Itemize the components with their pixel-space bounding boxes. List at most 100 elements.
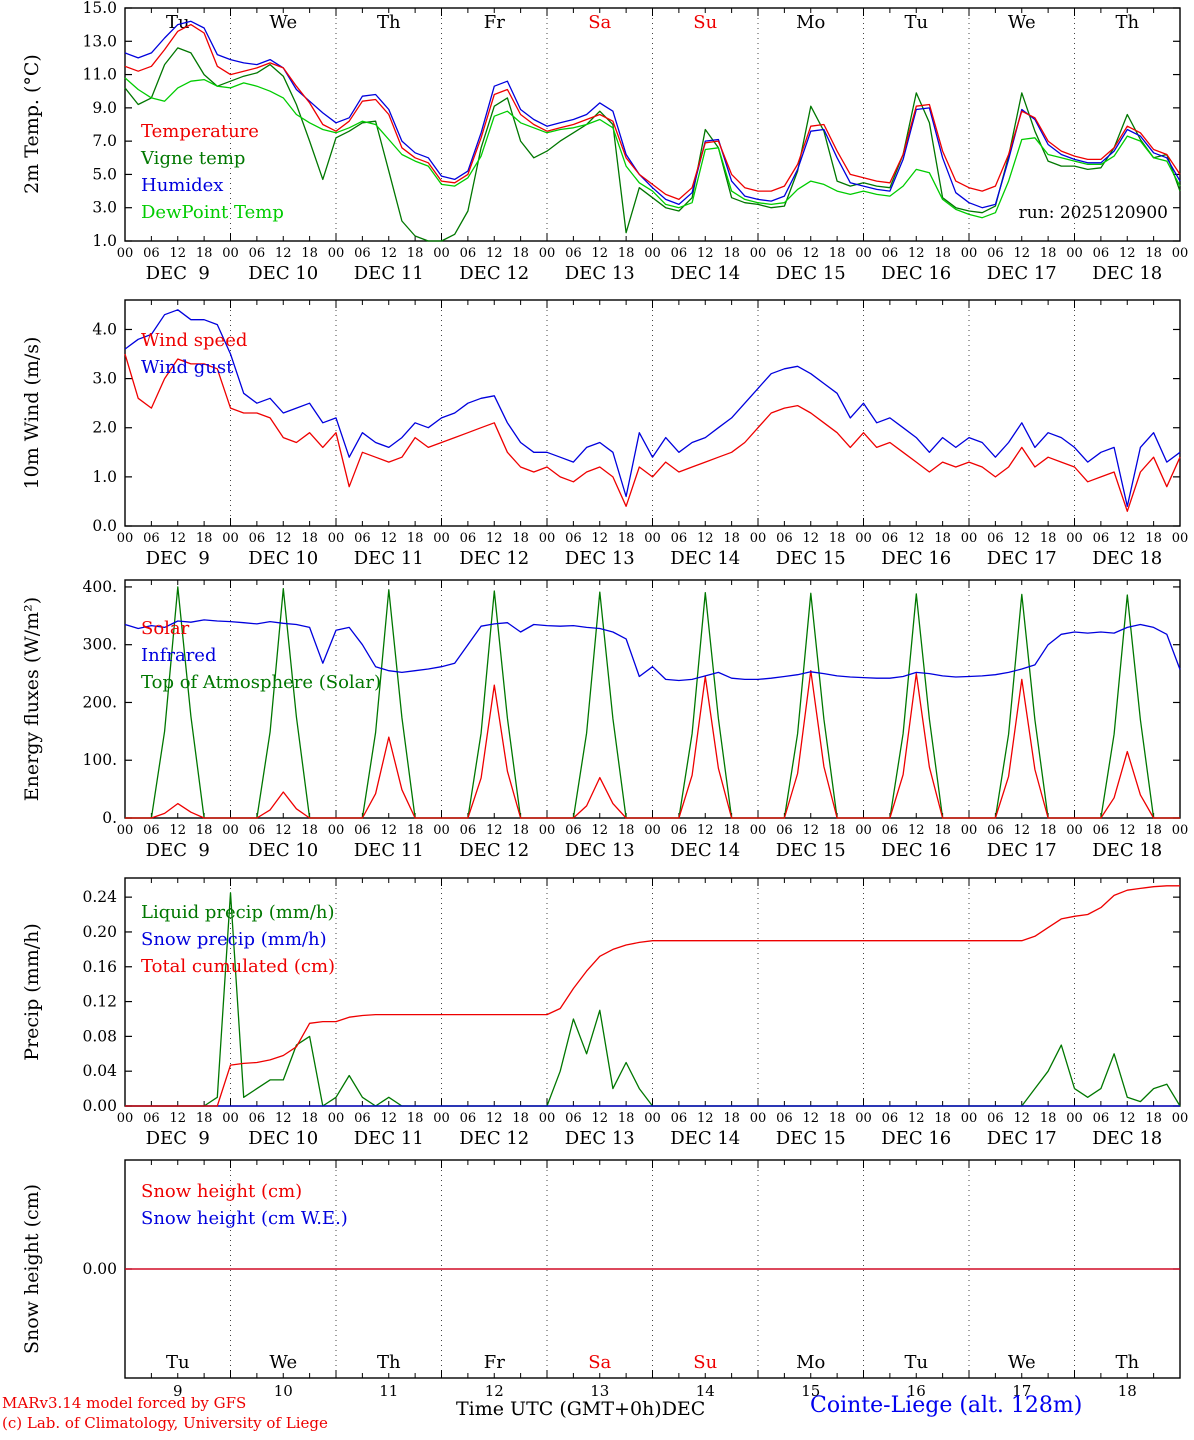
svg-text:00: 00 (1066, 823, 1083, 838)
svg-text:DEC 12: DEC 12 (459, 263, 529, 284)
svg-text:00: 00 (750, 531, 767, 546)
svg-text:Sa: Sa (588, 12, 611, 33)
svg-text:06: 06 (1093, 1111, 1110, 1126)
svg-text:13.0: 13.0 (82, 32, 117, 50)
svg-text:18: 18 (618, 823, 635, 838)
svg-text:12: 12 (908, 531, 925, 546)
svg-text:3.0: 3.0 (92, 370, 117, 388)
svg-text:18: 18 (407, 823, 424, 838)
svg-text:12: 12 (1013, 246, 1030, 261)
svg-text:12: 12 (1119, 823, 1136, 838)
svg-text:18: 18 (1040, 531, 1057, 546)
svg-text:12: 12 (169, 1111, 186, 1126)
svg-text:DEC 15: DEC 15 (776, 1128, 846, 1149)
svg-text:18: 18 (512, 531, 529, 546)
svg-text:DEC 16: DEC 16 (881, 840, 951, 861)
svg-text:Fr: Fr (484, 1352, 505, 1373)
svg-text:DEC 18: DEC 18 (1092, 1128, 1162, 1149)
svg-text:We: We (269, 12, 297, 33)
svg-text:12: 12 (802, 1111, 819, 1126)
energy-legend-top-of-atmosphere-solar: Top of Atmosphere (Solar) (141, 672, 382, 693)
wind-y-axis-label: 10m Wind (m/s) (21, 336, 43, 490)
svg-text:18: 18 (512, 1111, 529, 1126)
svg-text:18: 18 (407, 531, 424, 546)
svg-text:Sa: Sa (588, 1352, 611, 1373)
svg-text:06: 06 (354, 531, 371, 546)
svg-text:DEC 9: DEC 9 (146, 1128, 210, 1149)
svg-text:00: 00 (117, 1111, 134, 1126)
svg-text:Su: Su (693, 12, 717, 33)
svg-text:18: 18 (934, 1111, 951, 1126)
svg-text:00: 00 (1066, 531, 1083, 546)
svg-text:DEC 17: DEC 17 (987, 548, 1057, 569)
svg-text:12: 12 (486, 246, 503, 261)
svg-text:18: 18 (301, 246, 318, 261)
svg-text:11.0: 11.0 (82, 66, 117, 84)
svg-text:06: 06 (460, 1111, 477, 1126)
svg-text:DEC 18: DEC 18 (1092, 263, 1162, 284)
svg-text:06: 06 (1093, 531, 1110, 546)
svg-text:4.0: 4.0 (92, 320, 117, 338)
svg-text:0.20: 0.20 (82, 923, 117, 941)
svg-text:06: 06 (671, 531, 688, 546)
precip-legend-liquid-precip-mm-h: Liquid precip (mm/h) (141, 902, 335, 923)
snow-panel: 0.00 9 10 11 12 13 14 15 16 17 18 Tu We Th Fr Sa Su Mo Tu W… (82, 1159, 1181, 1400)
energy-legend: Solar Infrared Top of Atmosphere (Solar) (141, 615, 381, 696)
svg-text:DEC 17: DEC 17 (987, 1128, 1057, 1149)
svg-text:18: 18 (196, 531, 213, 546)
svg-text:12: 12 (380, 531, 397, 546)
svg-text:9: 9 (173, 1382, 183, 1400)
svg-text:17: 17 (1012, 1382, 1031, 1400)
svg-text:10: 10 (274, 1382, 293, 1400)
svg-text:00: 00 (750, 246, 767, 261)
svg-text:12: 12 (802, 246, 819, 261)
svg-text:12: 12 (1013, 1111, 1030, 1126)
svg-text:300.: 300. (82, 636, 117, 654)
svg-text:00: 00 (222, 823, 239, 838)
svg-text:06: 06 (249, 246, 266, 261)
precip-legend-total-cumulated-cm: Total cumulated (cm) (141, 956, 336, 977)
svg-text:12: 12 (908, 246, 925, 261)
svg-text:12: 12 (802, 531, 819, 546)
svg-text:0.16: 0.16 (82, 958, 117, 976)
svg-text:06: 06 (354, 823, 371, 838)
svg-text:Th: Th (377, 12, 401, 33)
precip-series-2 (125, 885, 1180, 1107)
svg-text:00: 00 (117, 823, 134, 838)
svg-text:06: 06 (1093, 823, 1110, 838)
svg-text:06: 06 (565, 823, 582, 838)
model-credit-line: MARv3.14 model forced by GFS (2, 1394, 247, 1412)
svg-text:06: 06 (249, 1111, 266, 1126)
svg-text:06: 06 (143, 823, 160, 838)
svg-text:00: 00 (855, 531, 872, 546)
svg-text:06: 06 (987, 823, 1004, 838)
energy-legend-solar: Solar (141, 618, 190, 639)
svg-text:We: We (1008, 12, 1036, 33)
svg-text:We: We (1008, 1352, 1036, 1373)
svg-text:12: 12 (697, 1111, 714, 1126)
svg-text:00: 00 (961, 246, 978, 261)
svg-text:12: 12 (486, 531, 503, 546)
energy-y-axis-label: Energy fluxes (W/m²) (21, 596, 43, 802)
svg-text:12: 12 (486, 823, 503, 838)
svg-text:00: 00 (750, 823, 767, 838)
svg-text:13: 13 (590, 1382, 609, 1400)
svg-text:00: 00 (328, 1111, 345, 1126)
svg-text:12: 12 (486, 1111, 503, 1126)
svg-text:06: 06 (776, 823, 793, 838)
wind10m-legend-wind-speed: Wind speed (141, 330, 248, 351)
svg-text:DEC 13: DEC 13 (565, 840, 635, 861)
svg-text:12: 12 (1119, 1111, 1136, 1126)
svg-text:12: 12 (697, 246, 714, 261)
svg-text:06: 06 (143, 246, 160, 261)
svg-text:DEC 16: DEC 16 (881, 263, 951, 284)
svg-text:12: 12 (380, 1111, 397, 1126)
svg-text:06: 06 (249, 531, 266, 546)
energy-legend-infrared: Infrared (141, 645, 217, 666)
svg-text:18: 18 (512, 823, 529, 838)
svg-text:18: 18 (618, 531, 635, 546)
svg-text:06: 06 (671, 1111, 688, 1126)
svg-text:06: 06 (776, 531, 793, 546)
svg-text:12: 12 (697, 823, 714, 838)
